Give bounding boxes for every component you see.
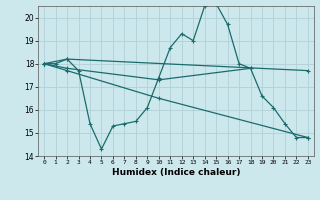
X-axis label: Humidex (Indice chaleur): Humidex (Indice chaleur) [112,168,240,177]
